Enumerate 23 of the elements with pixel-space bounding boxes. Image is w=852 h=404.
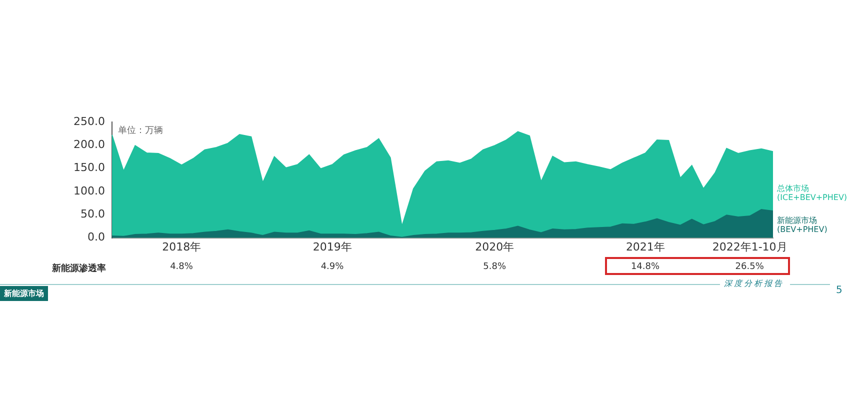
series-label: 总体市场 (ICE+BEV+PHEV) [777, 184, 848, 202]
text: 4.8% [170, 262, 193, 272]
x-tick-label: 2021年 [626, 240, 665, 254]
x-tick-label: 2019年 [312, 240, 352, 254]
x-tick-label: 2018年 [162, 240, 202, 254]
text: 新能源市场 [0, 286, 48, 301]
text: 深度分析报告 [724, 278, 784, 289]
x-tick-label: 2022年1-10月 [712, 240, 788, 254]
y-tick-label: 200.0 [74, 138, 105, 152]
x-tick-label: 2020年 [475, 240, 514, 254]
annotation: 单位：万辆 [118, 124, 163, 137]
text: 5 [836, 285, 842, 296]
text: 26.5% [735, 262, 764, 272]
series-label: 新能源市场 (BEV+PHEV) [777, 216, 828, 234]
text: 新能源渗透率 [52, 262, 106, 275]
y-tick-label: 100.0 [74, 184, 105, 198]
y-tick-label: 50.0 [80, 208, 105, 220]
text: 5.8% [483, 262, 506, 272]
text: 14.8% [630, 262, 660, 272]
text: 4.9% [320, 262, 344, 272]
y-tick-label: 250.0 [74, 114, 105, 128]
y-tick-label: 150.0 [74, 161, 105, 174]
y-tick-label: 0.0 [88, 230, 105, 244]
